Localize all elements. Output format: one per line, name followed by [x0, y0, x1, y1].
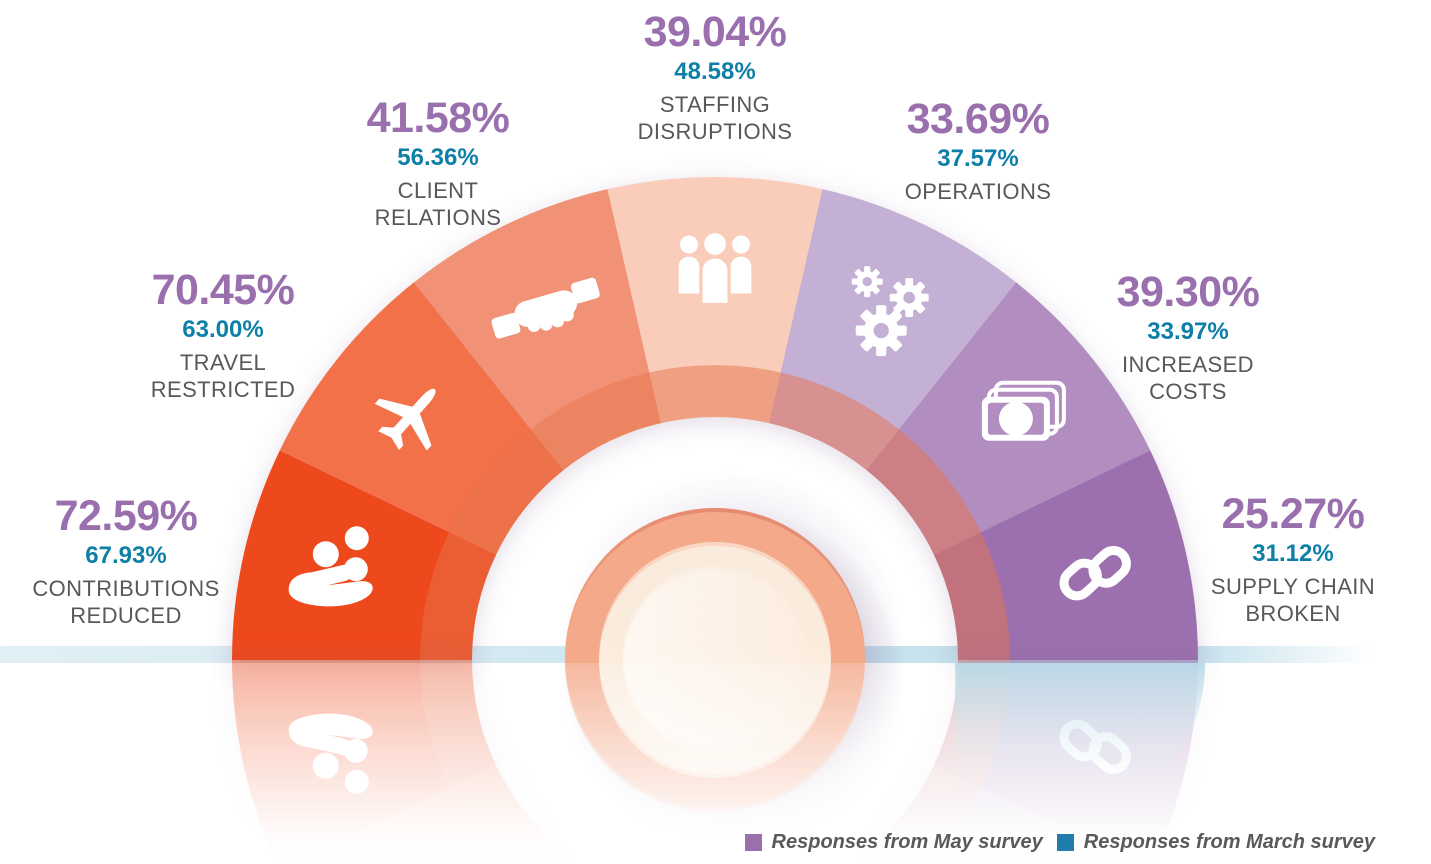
segment-label-supply-chain-broken: 25.27% 31.12% SUPPLY CHAIN BROKEN — [1211, 492, 1375, 627]
march-survey-value: 37.57% — [937, 144, 1019, 172]
march-survey-value: 67.93% — [85, 541, 167, 569]
reflection-fade — [0, 663, 1431, 864]
category-line: RELATIONS — [374, 204, 502, 230]
segment-label-increased-costs: 39.30% 33.97% INCREASED COSTS — [1117, 270, 1260, 405]
category-line: RESTRICTED — [150, 376, 296, 402]
segment-label-staffing-disruptions: 39.04% 48.58% STAFFING DISRUPTIONS — [638, 10, 793, 145]
may-survey-value: 72.59% — [54, 492, 198, 540]
category-line: BROKEN — [1245, 600, 1341, 626]
segment-label-client-relations: 41.58% 56.36% CLIENT RELATIONS — [367, 96, 510, 231]
category-name: TRAVEL RESTRICTED — [151, 349, 296, 404]
category-line: SUPPLY CHAIN — [1210, 573, 1376, 599]
segment-label-operations: 33.69% 37.57% OPERATIONS — [905, 97, 1052, 205]
march-survey-value: 31.12% — [1252, 539, 1334, 567]
legend-label-march: Responses from March survey — [1083, 831, 1375, 853]
legend-swatch-may-icon — [744, 834, 762, 851]
may-survey-value: 33.69% — [906, 95, 1050, 143]
people-icon — [675, 229, 755, 307]
legend-item-may: Responses from May survey — [744, 831, 1043, 854]
category-line: CLIENT — [397, 177, 479, 203]
may-survey-value: 39.04% — [643, 8, 787, 56]
category-line: DISRUPTIONS — [637, 118, 793, 144]
chain-icon — [1059, 546, 1131, 601]
march-survey-value: 33.97% — [1147, 317, 1229, 345]
may-survey-value: 41.58% — [366, 94, 510, 142]
category-name: SUPPLY CHAIN BROKEN — [1211, 573, 1375, 628]
category-line: STAFFING — [659, 91, 771, 117]
legend-item-march: Responses from March survey — [1056, 831, 1375, 854]
segment-label-travel-restricted: 70.45% 63.00% TRAVEL RESTRICTED — [151, 268, 296, 403]
legend: Responses from May survey Responses from… — [744, 831, 1375, 854]
category-line: COSTS — [1149, 378, 1227, 404]
category-line: TRAVEL — [179, 349, 267, 375]
category-name: CONTRIBUTIONS REDUCED — [32, 575, 219, 630]
category-name: STAFFING DISRUPTIONS — [638, 91, 793, 146]
march-survey-value: 48.58% — [674, 57, 756, 85]
category-name: CLIENT RELATIONS — [367, 177, 510, 232]
may-survey-value: 25.27% — [1221, 490, 1365, 538]
handshake-icon — [491, 277, 600, 339]
legend-swatch-march-icon — [1056, 834, 1074, 851]
money-icon — [981, 380, 1066, 441]
inner-ring-overlay — [420, 365, 1010, 660]
gears-icon — [851, 266, 929, 357]
segment-label-contributions-reduced: 72.59% 67.93% CONTRIBUTIONS REDUCED — [32, 494, 219, 629]
may-survey-value: 39.30% — [1116, 268, 1260, 316]
category-line: INCREASED — [1122, 351, 1254, 377]
category-name: INCREASED COSTS — [1117, 351, 1260, 406]
category-line: CONTRIBUTIONS — [32, 575, 220, 601]
category-line: OPERATIONS — [904, 178, 1052, 204]
march-survey-value: 63.00% — [182, 315, 264, 343]
category-name: OPERATIONS — [905, 178, 1052, 205]
legend-label-may: Responses from May survey — [771, 831, 1043, 853]
airplane-icon — [374, 388, 436, 451]
may-survey-value: 70.45% — [151, 266, 295, 314]
category-line: REDUCED — [70, 602, 182, 628]
march-survey-value: 56.36% — [397, 143, 479, 171]
hand-coins-icon — [288, 526, 373, 607]
